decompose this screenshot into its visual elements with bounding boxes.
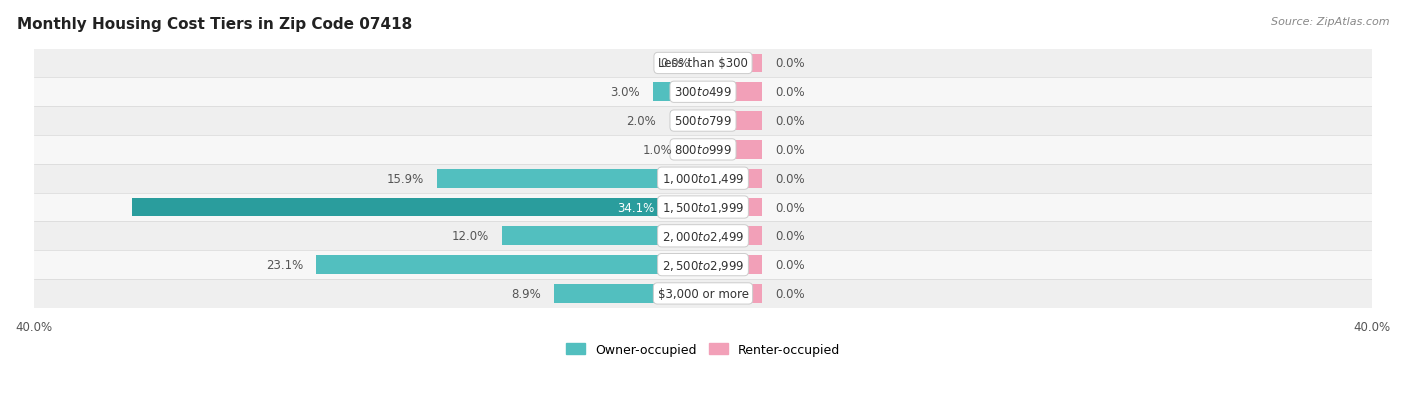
Bar xyxy=(34,135,1372,164)
Text: $3,000 or more: $3,000 or more xyxy=(658,287,748,300)
Bar xyxy=(703,169,762,188)
Bar xyxy=(132,198,703,217)
Text: Less than $300: Less than $300 xyxy=(658,57,748,70)
Text: 0.0%: 0.0% xyxy=(775,259,804,271)
Text: $2,000 to $2,499: $2,000 to $2,499 xyxy=(662,229,744,243)
Bar xyxy=(34,222,1372,251)
Text: 2.0%: 2.0% xyxy=(627,115,657,128)
Bar xyxy=(703,198,762,217)
Bar xyxy=(703,256,762,274)
Bar xyxy=(686,141,703,159)
Text: 0.0%: 0.0% xyxy=(775,287,804,300)
Bar xyxy=(34,193,1372,222)
Text: Source: ZipAtlas.com: Source: ZipAtlas.com xyxy=(1271,17,1389,26)
Text: $1,000 to $1,499: $1,000 to $1,499 xyxy=(662,172,744,186)
Text: $2,500 to $2,999: $2,500 to $2,999 xyxy=(662,258,744,272)
Text: Monthly Housing Cost Tiers in Zip Code 07418: Monthly Housing Cost Tiers in Zip Code 0… xyxy=(17,17,412,31)
Text: 1.0%: 1.0% xyxy=(643,144,673,157)
Bar xyxy=(703,285,762,303)
Bar xyxy=(502,227,703,246)
Bar xyxy=(34,107,1372,135)
Text: 8.9%: 8.9% xyxy=(510,287,541,300)
Bar xyxy=(34,279,1372,308)
Bar xyxy=(34,251,1372,279)
Text: $500 to $799: $500 to $799 xyxy=(673,115,733,128)
Text: 0.0%: 0.0% xyxy=(775,115,804,128)
Bar xyxy=(703,141,762,159)
Bar xyxy=(703,112,762,131)
Text: 0.0%: 0.0% xyxy=(775,144,804,157)
Text: $1,500 to $1,999: $1,500 to $1,999 xyxy=(662,201,744,214)
Bar xyxy=(554,285,703,303)
Bar xyxy=(703,227,762,246)
Bar xyxy=(703,55,762,73)
Text: 0.0%: 0.0% xyxy=(659,57,689,70)
Text: 0.0%: 0.0% xyxy=(775,230,804,243)
Bar xyxy=(34,50,1372,78)
Text: 0.0%: 0.0% xyxy=(775,201,804,214)
Text: 12.0%: 12.0% xyxy=(451,230,489,243)
Text: 0.0%: 0.0% xyxy=(775,86,804,99)
Bar xyxy=(316,256,703,274)
Bar xyxy=(34,78,1372,107)
Text: $800 to $999: $800 to $999 xyxy=(673,144,733,157)
Bar xyxy=(703,83,762,102)
Text: 0.0%: 0.0% xyxy=(775,57,804,70)
Bar xyxy=(437,169,703,188)
Text: 15.9%: 15.9% xyxy=(387,172,423,185)
Bar xyxy=(669,112,703,131)
Bar xyxy=(652,83,703,102)
Text: 34.1%: 34.1% xyxy=(617,201,655,214)
Text: 3.0%: 3.0% xyxy=(610,86,640,99)
Bar xyxy=(34,164,1372,193)
Text: $300 to $499: $300 to $499 xyxy=(673,86,733,99)
Text: 0.0%: 0.0% xyxy=(775,172,804,185)
Text: 23.1%: 23.1% xyxy=(266,259,304,271)
Legend: Owner-occupied, Renter-occupied: Owner-occupied, Renter-occupied xyxy=(561,338,845,361)
